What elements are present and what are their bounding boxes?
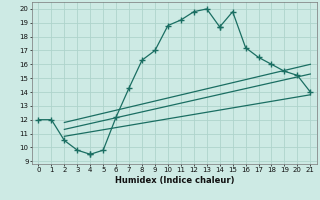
X-axis label: Humidex (Indice chaleur): Humidex (Indice chaleur) [115, 176, 234, 185]
